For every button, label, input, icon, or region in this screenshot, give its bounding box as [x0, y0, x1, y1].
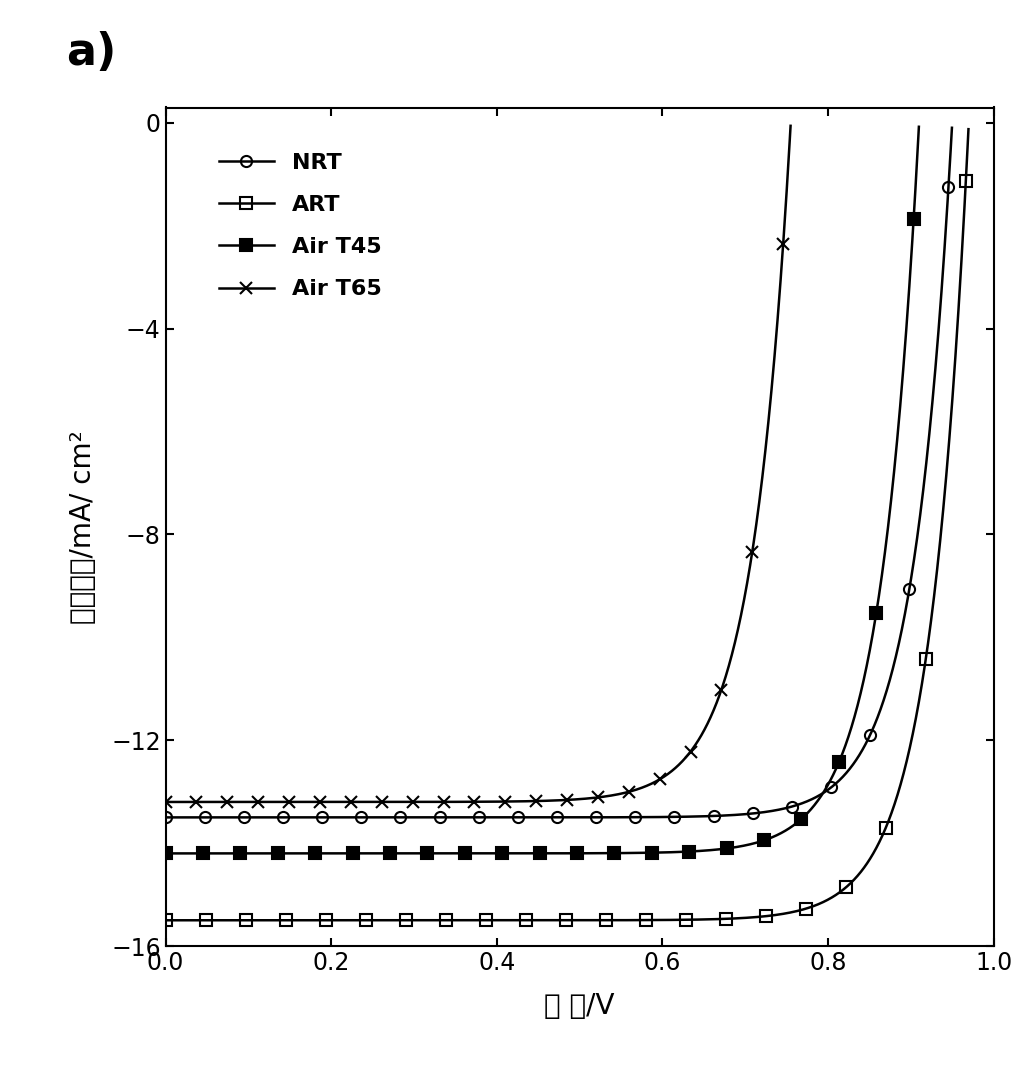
ART [202, 914, 214, 927]
Air T45 [631, 846, 644, 859]
Air T45 [205, 847, 217, 860]
NRT [683, 811, 696, 823]
ART [584, 914, 596, 927]
Y-axis label: 电流密度/mA/ cm²: 电流密度/mA/ cm² [69, 430, 97, 624]
Air T65 [159, 796, 172, 808]
Air T45 [634, 846, 647, 859]
ART [895, 775, 908, 788]
Line: ART: ART [160, 124, 974, 926]
X-axis label: 电 压/V: 电 压/V [544, 991, 615, 1019]
Line: NRT: NRT [160, 123, 957, 823]
NRT [648, 811, 660, 823]
NRT [828, 778, 840, 791]
Air T65 [676, 755, 688, 768]
NRT [421, 811, 434, 823]
NRT [831, 775, 844, 788]
Air T45 [176, 847, 188, 860]
ART [159, 914, 172, 927]
Legend: NRT, ART, Air T45, Air T65: NRT, ART, Air T45, Air T65 [210, 144, 390, 309]
NRT [159, 811, 172, 823]
Air T65 [168, 796, 180, 808]
ART [369, 914, 382, 927]
Line: Air T45: Air T45 [160, 121, 924, 859]
Air T45 [282, 847, 294, 860]
ART [963, 123, 975, 135]
Air T65 [785, 119, 797, 132]
Text: a): a) [66, 31, 117, 74]
NRT [946, 121, 958, 134]
Air T65 [562, 793, 574, 806]
ART [291, 914, 303, 927]
Air T45 [913, 120, 925, 133]
Air T45 [196, 847, 208, 860]
Air T65 [578, 792, 590, 805]
NRT [890, 646, 903, 659]
Line: Air T65: Air T65 [160, 120, 796, 807]
Air T65 [255, 796, 267, 808]
ART [358, 914, 371, 927]
Air T45 [159, 847, 172, 860]
Air T65 [537, 794, 550, 807]
